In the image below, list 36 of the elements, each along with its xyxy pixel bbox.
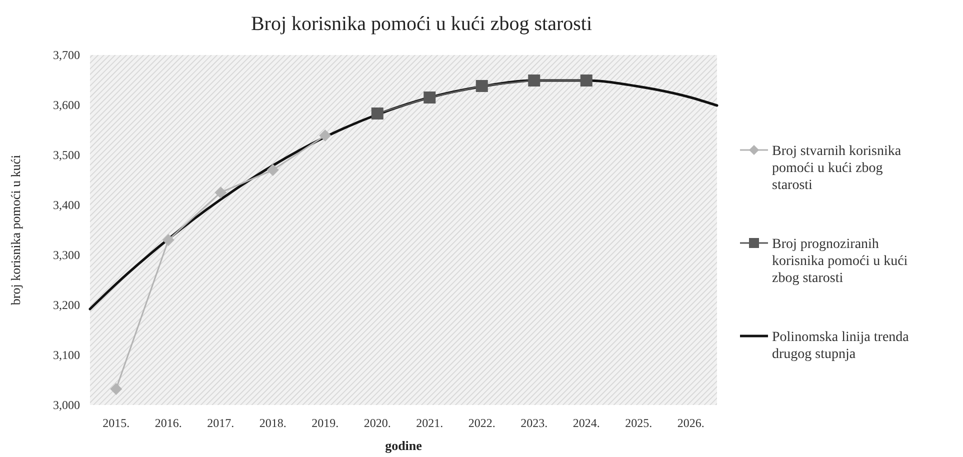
y-tick-label: 3,500 (53, 148, 80, 162)
x-tick-label: 2026. (677, 416, 704, 430)
x-tick-label: 2025. (625, 416, 652, 430)
x-tick-label: 2017. (207, 416, 234, 430)
point (371, 108, 384, 120)
point (110, 383, 122, 395)
y-tick-label: 3,600 (53, 98, 80, 112)
x-axis-title: godine (385, 438, 422, 453)
point (424, 92, 436, 104)
x-tick-label: 2016. (154, 416, 182, 430)
point (162, 234, 174, 246)
y-tick-label: 3,700 (53, 48, 80, 62)
x-tick-label: 2019. (312, 416, 339, 430)
legend-label: Broj stvarnih korisnika pomoći u kući zbog starosti (772, 144, 902, 193)
x-tick-label: 2020. (364, 416, 391, 430)
x-tick-label: 2023. (520, 416, 548, 430)
point (580, 74, 592, 86)
x-tick-label: 2018. (259, 416, 286, 430)
point (476, 80, 488, 92)
point (214, 186, 227, 198)
y-tick-label: 3,300 (53, 248, 80, 262)
point (266, 164, 279, 176)
chart-title: Broj korisnika pomoći u kući zbog starosti (250, 13, 592, 35)
y-tick-label: 3,400 (53, 198, 80, 212)
point (319, 130, 332, 142)
y-axis-title: broj korisnika pomoći u kući (8, 154, 23, 306)
point (528, 74, 540, 86)
legend-label: Polinomska linija trenda drugog stupnja (772, 330, 910, 362)
y-tick-label: 3,100 (53, 348, 80, 362)
y-tick-label: 3,000 (53, 398, 80, 412)
y-tick-label: 3,200 (53, 298, 80, 312)
x-tick-label: 2024. (572, 416, 600, 430)
legend-label: Broj prognoziranih korisnika pomoći u kući zbog starosti (772, 237, 908, 286)
x-tick-label: 2022. (468, 416, 496, 430)
x-tick-label: 2021. (416, 416, 444, 430)
x-tick-label: 2015. (102, 416, 130, 430)
